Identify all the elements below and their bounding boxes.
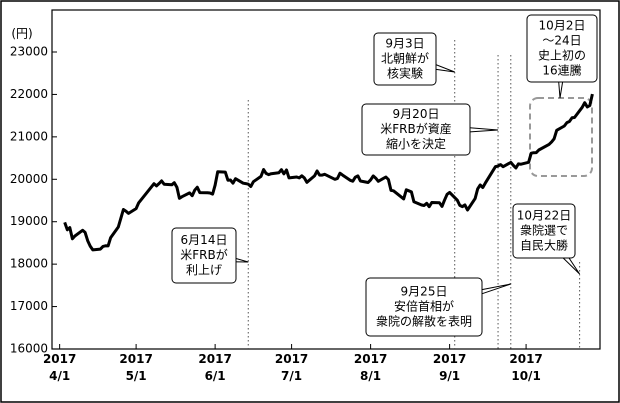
callout-text: 6月14日 xyxy=(181,233,228,247)
callout-text: 衆院の解散を表明 xyxy=(376,314,472,329)
y-tick-label: 16000 xyxy=(10,342,48,356)
callout-box xyxy=(171,227,237,284)
callout-text: 北朝鮮が xyxy=(381,51,429,66)
callout-text: 安倍首相が xyxy=(394,299,454,314)
callout-text: 16連騰 xyxy=(542,63,581,78)
callout-box xyxy=(526,14,598,83)
y-tick-label: 21000 xyxy=(10,129,48,143)
x-tick-label: 2017 6/1 xyxy=(198,352,232,383)
x-tick-label: 2017 7/1 xyxy=(274,352,309,383)
callout-text: 衆院選で xyxy=(520,224,568,238)
x-tick-label: 2017 9/1 xyxy=(432,352,467,383)
callout-box xyxy=(512,203,576,259)
callout-text: ～24日 xyxy=(542,34,581,48)
callout-text: 9月20日 xyxy=(393,107,440,121)
callout-box xyxy=(373,32,437,86)
callout-text: 10月22日 xyxy=(517,209,572,223)
callout-text: 米FRBが xyxy=(180,247,227,262)
callout-text: 9月3日 xyxy=(385,37,424,51)
x-tick-label: 2017 8/1 xyxy=(353,352,388,383)
x-tick-label: 2017 10/1 xyxy=(509,352,543,383)
plot-frame xyxy=(51,9,601,350)
y-tick-label: 18000 xyxy=(10,257,48,271)
callout-text: 利上げ xyxy=(186,263,222,277)
callout-box xyxy=(365,277,483,337)
y-tick-label: 19000 xyxy=(10,214,48,228)
callout-text: 核実験 xyxy=(387,66,423,81)
callout-text: 縮小を決定 xyxy=(386,136,446,151)
x-tick-label: 2017 5/1 xyxy=(119,352,153,383)
y-tick-label: 23000 xyxy=(10,45,48,59)
x-tick-label: 2017 4/1 xyxy=(42,352,77,383)
callout-text: 米FRBが資産 xyxy=(380,121,451,136)
price-line xyxy=(63,93,594,252)
y-axis-label: (円) xyxy=(11,27,32,41)
callout-text: 史上初の xyxy=(538,49,586,63)
y-tick-label: 22000 xyxy=(10,87,48,101)
callout-text: 9月25日 xyxy=(401,285,448,299)
y-tick-label: 17000 xyxy=(10,299,48,313)
callout-text: 自民大勝 xyxy=(520,238,568,253)
highlight-box xyxy=(529,97,593,177)
y-tick-label: 20000 xyxy=(10,172,48,186)
callout-box xyxy=(361,103,471,156)
callout-text: 10月2日 xyxy=(539,19,586,33)
